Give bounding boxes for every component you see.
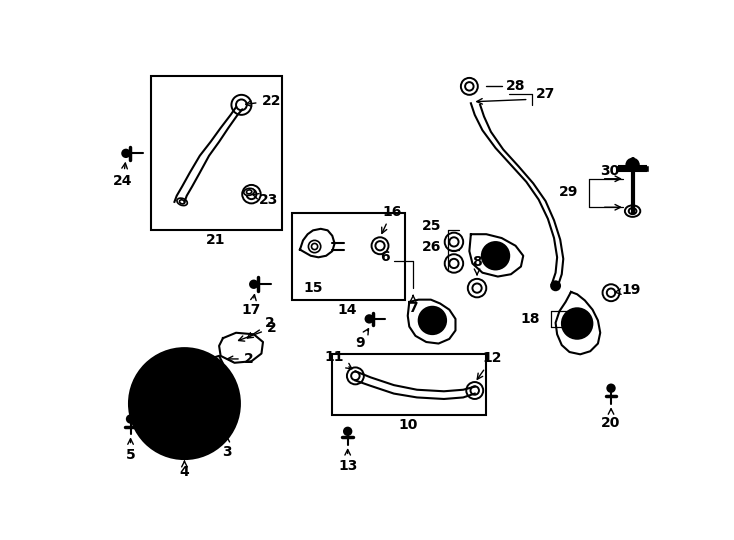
Text: 1: 1 <box>152 362 161 376</box>
Ellipse shape <box>311 244 318 249</box>
Text: 27: 27 <box>537 87 556 101</box>
Text: 2: 2 <box>239 321 277 341</box>
Text: 2: 2 <box>228 352 253 366</box>
Ellipse shape <box>177 198 187 206</box>
Text: 20: 20 <box>601 409 621 430</box>
Ellipse shape <box>242 185 261 204</box>
Text: 6: 6 <box>380 251 390 264</box>
Ellipse shape <box>247 189 256 199</box>
Text: 1: 1 <box>162 361 172 375</box>
Ellipse shape <box>607 288 615 297</box>
Text: 17: 17 <box>241 295 261 318</box>
Ellipse shape <box>308 240 321 253</box>
Circle shape <box>127 415 134 423</box>
Circle shape <box>177 396 192 411</box>
Circle shape <box>607 384 615 392</box>
Circle shape <box>138 357 230 450</box>
Ellipse shape <box>461 78 478 95</box>
Circle shape <box>482 242 509 269</box>
Text: 12: 12 <box>477 351 502 379</box>
Circle shape <box>155 374 214 433</box>
Ellipse shape <box>445 233 463 251</box>
Ellipse shape <box>375 241 385 251</box>
Circle shape <box>570 316 585 331</box>
Text: 7: 7 <box>408 295 418 315</box>
Ellipse shape <box>629 208 636 214</box>
Text: 22: 22 <box>246 94 281 108</box>
Ellipse shape <box>236 99 247 110</box>
Ellipse shape <box>473 284 482 293</box>
Ellipse shape <box>351 372 360 380</box>
Circle shape <box>489 249 503 262</box>
Circle shape <box>148 367 222 441</box>
Text: 21: 21 <box>206 233 225 247</box>
Bar <box>292 213 405 300</box>
Ellipse shape <box>244 188 255 195</box>
Circle shape <box>129 348 240 459</box>
Text: 3: 3 <box>222 436 232 459</box>
Text: 2: 2 <box>247 316 275 338</box>
Circle shape <box>206 366 213 374</box>
Ellipse shape <box>625 205 640 217</box>
Text: 23: 23 <box>252 193 278 206</box>
Circle shape <box>250 280 258 288</box>
Ellipse shape <box>247 190 252 194</box>
Text: 24: 24 <box>113 163 133 188</box>
Ellipse shape <box>468 279 487 298</box>
Circle shape <box>551 281 560 291</box>
Text: 10: 10 <box>398 418 418 432</box>
Ellipse shape <box>449 259 459 268</box>
Ellipse shape <box>470 386 479 395</box>
Text: 19: 19 <box>615 284 640 298</box>
Circle shape <box>366 315 373 323</box>
Text: 13: 13 <box>338 449 357 473</box>
Circle shape <box>122 150 130 157</box>
Ellipse shape <box>231 95 252 115</box>
Circle shape <box>562 308 592 339</box>
Text: 29: 29 <box>559 185 578 199</box>
Ellipse shape <box>180 200 185 204</box>
Text: 5: 5 <box>126 438 135 462</box>
Ellipse shape <box>603 284 619 301</box>
Text: 15: 15 <box>303 281 323 295</box>
Text: 9: 9 <box>355 329 368 350</box>
Circle shape <box>418 307 446 334</box>
Text: 18: 18 <box>520 312 540 326</box>
Text: 4: 4 <box>180 461 189 479</box>
Ellipse shape <box>466 382 483 399</box>
Text: 28: 28 <box>506 79 525 93</box>
Circle shape <box>344 428 352 435</box>
Bar <box>151 76 283 231</box>
Text: 16: 16 <box>382 205 401 233</box>
Ellipse shape <box>465 82 473 91</box>
Ellipse shape <box>445 254 463 273</box>
Circle shape <box>426 314 440 327</box>
Text: 30: 30 <box>600 164 619 178</box>
Text: 25: 25 <box>422 219 442 233</box>
Ellipse shape <box>347 367 364 384</box>
Text: 26: 26 <box>422 240 442 254</box>
Bar <box>333 354 487 415</box>
Text: 14: 14 <box>338 302 357 316</box>
Text: 8: 8 <box>472 255 482 275</box>
Text: 11: 11 <box>324 349 352 369</box>
Ellipse shape <box>371 237 388 254</box>
Circle shape <box>200 361 217 378</box>
Circle shape <box>219 414 227 421</box>
Circle shape <box>626 159 639 171</box>
Ellipse shape <box>449 237 459 247</box>
